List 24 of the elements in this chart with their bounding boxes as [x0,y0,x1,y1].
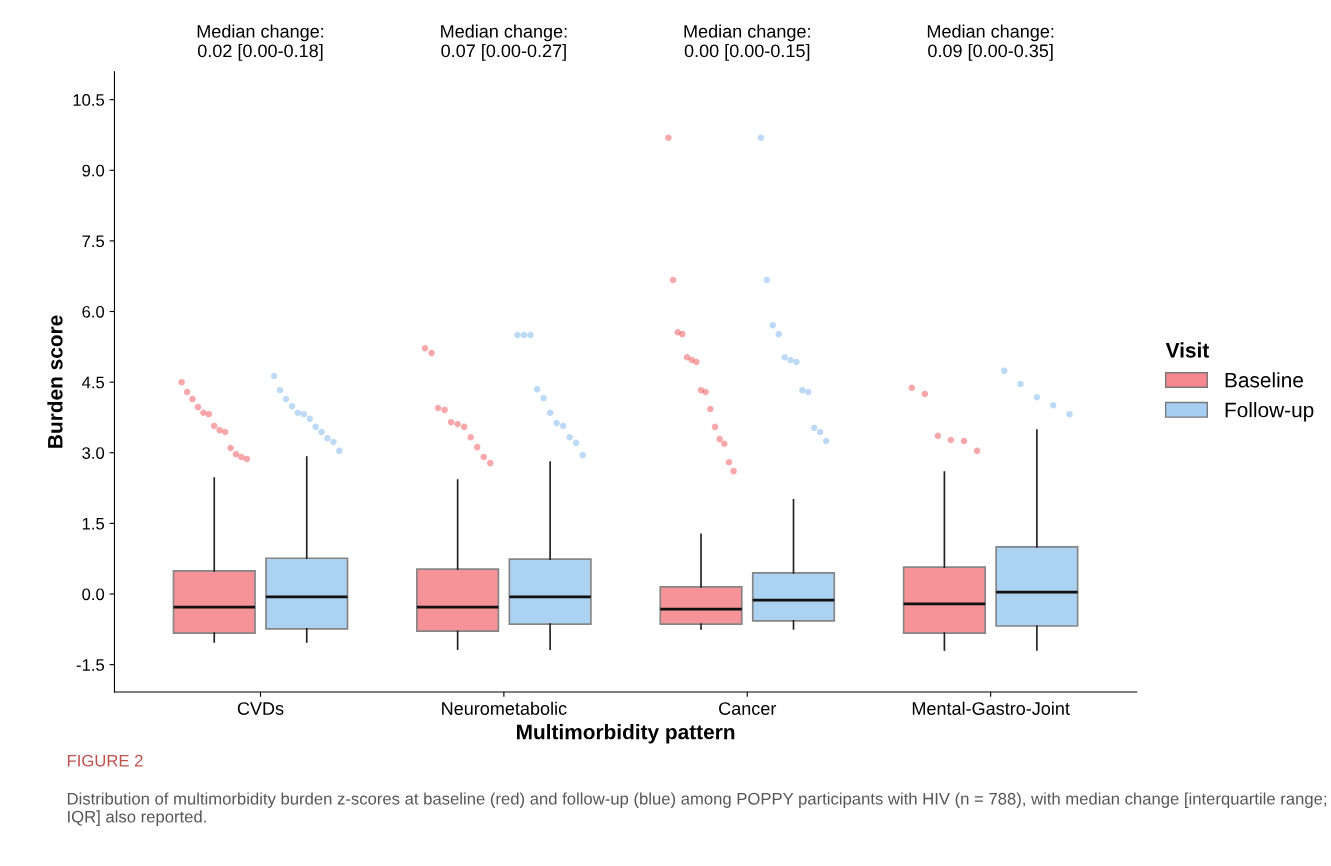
y-tick-label: 4.5 [81,376,105,389]
caption: FIGURE 2 [67,754,143,767]
y-tick-label: 6.0 [82,305,105,318]
x-tick-label: Neurometabolic [442,701,567,715]
legend-label: Follow-up [1225,402,1314,422]
y-tick-label: 1.5 [82,517,105,530]
text: Distribution of multimorbidity burden z-scores at baseline (red) and follow-up (blue) among POPPY participants with HIV (n = 788), with median change [interquartile range; IQR] also reported. [67,792,1327,826]
text: Median change: 0.00 [0.00-0.15] [684,24,810,61]
y-axis-title: Burden score [47,315,63,448]
text: Median change: 0.09 [0.00-0.35] [927,24,1054,61]
x-axis-title: Multimorbidity pattern [517,724,735,744]
y-tick-label: -1.5 [76,659,105,671]
text: Median change: 0.02 [0.00-0.18] [197,24,324,61]
x-tick-label: Cancer [719,702,777,715]
y-tick-label: 3.0 [82,447,105,459]
legend-label: Baseline [1225,372,1303,388]
legend-title: Visit [1165,342,1210,358]
x-tick-label: CVDs [237,702,284,715]
y-tick-label: 9.0 [82,164,105,177]
y-tick-label: 10.5 [73,94,105,106]
text: Median change: 0.07 [0.00-0.27] [441,24,567,61]
y-tick-label: 0.0 [82,588,105,601]
y-tick-label: 7.5 [82,235,105,248]
x-tick-label: Mental-Gastro-Joint [912,701,1070,715]
